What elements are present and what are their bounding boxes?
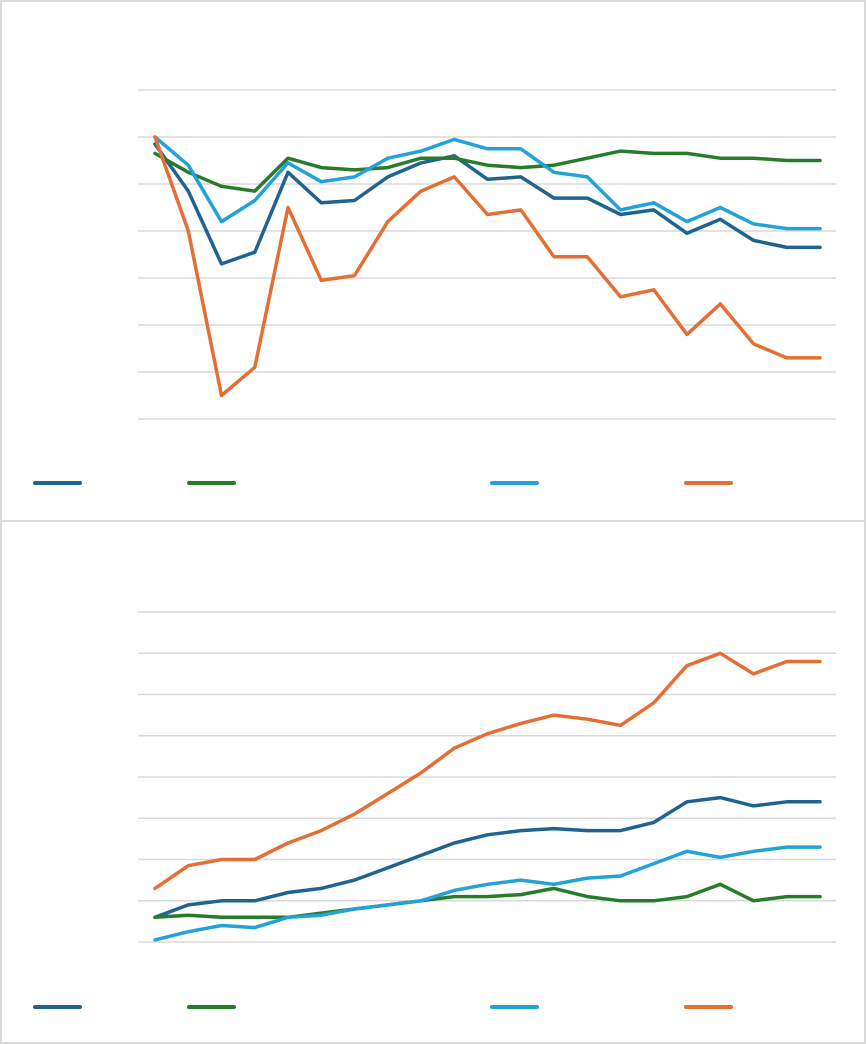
- series-line-1: [153, 142, 822, 266]
- chart-panel-top: [0, 0, 866, 522]
- chart-panel-bottom: [0, 520, 866, 1044]
- series-line-2: [153, 882, 822, 920]
- series-line-3: [153, 845, 822, 942]
- series-line-4: [153, 135, 822, 398]
- series-line-2: [153, 149, 822, 193]
- series-line-1: [153, 795, 822, 920]
- series-line-4: [153, 651, 822, 891]
- line-chart-top: [33, 89, 836, 485]
- series-line-3: [153, 135, 822, 231]
- line-chart-bottom: [33, 611, 836, 1009]
